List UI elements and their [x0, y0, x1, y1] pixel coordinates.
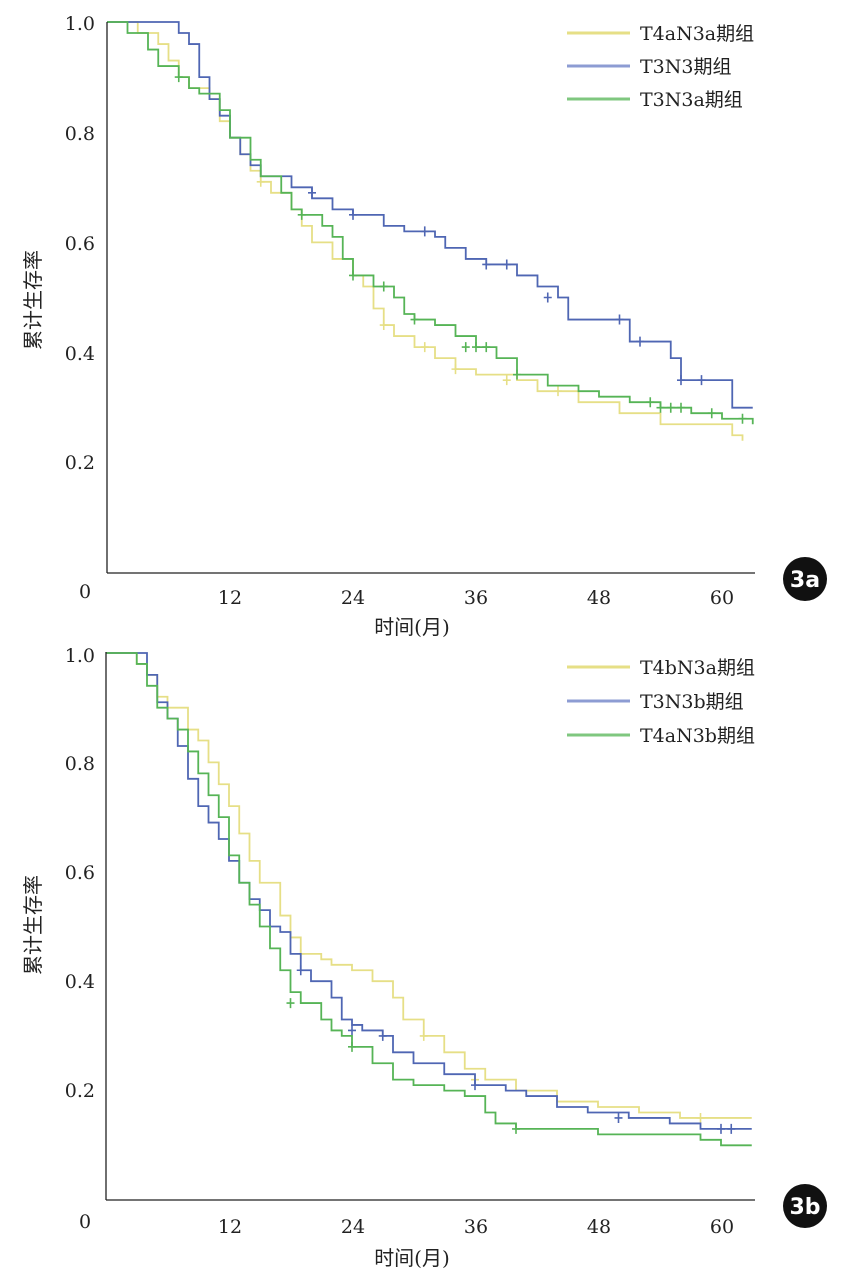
- y-tick-label-0.2-3a: 0.2: [65, 452, 95, 474]
- series-group-3b: [106, 652, 752, 1147]
- x-tick-label-24-3b: 24: [341, 1216, 365, 1238]
- y-tick-label-0.6-3a: 0.6: [65, 233, 95, 255]
- series-line-1-3a: [107, 21, 753, 409]
- censor-mark-2-14-3a: [738, 413, 747, 424]
- y-tick-label-1.0-3a: 1.0: [65, 13, 95, 35]
- censor-mark-1-2-3a: [420, 226, 429, 237]
- legend-label-2-3b: T4aN3b期组: [640, 725, 755, 747]
- panel-badge-circle-3b: [783, 1184, 827, 1228]
- panel-badge-label-3a: 3a: [790, 568, 820, 593]
- x-tick-label-36-3a: 36: [464, 587, 488, 609]
- x-axis-title-3a: 时间(月): [374, 615, 450, 639]
- censor-mark-2-1-3b: [348, 1041, 356, 1052]
- legend-label-1-3b: T3N3b期组: [640, 691, 744, 713]
- censor-mark-0-3-3a: [451, 364, 460, 375]
- legend-label-0-3a: T4aN3a期组: [640, 23, 754, 45]
- y-axis-title-3b: 累计生存率: [21, 875, 45, 975]
- y-axis-title-3a: 累计生存率: [21, 250, 45, 350]
- series-line-1-3b: [106, 652, 752, 1130]
- y-tick-label-0.4-3a: 0.4: [65, 343, 95, 365]
- censor-mark-2-8-3a: [513, 369, 521, 380]
- censor-mark-0-0-3a: [256, 176, 265, 187]
- y-tick-label-0.4-3b: 0.4: [65, 971, 95, 993]
- censor-mark-1-1-3a: [349, 209, 357, 220]
- series-line-0-3b: [106, 652, 752, 1119]
- x-tick-label-60-3a: 60: [710, 587, 734, 609]
- censor-mark-2-13-3a: [707, 408, 716, 419]
- legend-3a: T4aN3a期组 T3N3期组 T3N3a期组: [567, 23, 754, 111]
- x-tick-label-12-3a: 12: [218, 587, 242, 609]
- x-tick-label-12-3b: 12: [218, 1216, 242, 1238]
- chart-panel-3a: 1.0 0.8 0.6 0.4 0.2 0 12 24 36 48 60 时间(…: [21, 13, 827, 639]
- panel-badge-circle-3a: [783, 557, 827, 601]
- x-axis-title-3b: 时间(月): [374, 1246, 450, 1270]
- x-tick-label-48-3a: 48: [587, 587, 611, 609]
- censor-mark-1-6-3a: [615, 314, 624, 325]
- censor-mark-1-5-3b: [717, 1123, 725, 1134]
- censor-mark-0-1-3b: [419, 1030, 428, 1041]
- censor-mark-1-2-3b: [378, 1030, 387, 1041]
- censor-mark-0-2-3a: [420, 342, 429, 353]
- series-line-2-3a: [107, 21, 754, 425]
- y-tick-label-1.0-3b: 1.0: [65, 645, 95, 667]
- censor-mark-0-4-3a: [502, 375, 511, 386]
- censor-mark-1-1-3b: [348, 1025, 356, 1036]
- legend-label-1-3a: T3N3期组: [640, 56, 731, 78]
- censor-mark-1-5-3a: [543, 292, 552, 303]
- censor-mark-2-3-3a: [379, 281, 388, 292]
- censor-mark-1-0-3b: [296, 965, 305, 976]
- censor-mark-2-1-3a: [297, 209, 306, 220]
- y-tick-label-0.8-3a: 0.8: [65, 123, 95, 145]
- x-tick-label-48-3b: 48: [587, 1216, 611, 1238]
- censor-mark-2-2-3a: [349, 270, 357, 281]
- y-tick-label-0.6-3b: 0.6: [65, 862, 95, 884]
- panel-badge-3b: 3b: [783, 1184, 827, 1228]
- legend-3b: T4bN3a期组 T3N3b期组 T4aN3b期组: [567, 657, 755, 747]
- x-tick-label-0-3a: 0: [79, 581, 91, 603]
- series-line-2-3b: [106, 652, 752, 1147]
- censor-mark-1-4-3b: [614, 1112, 623, 1123]
- panel-badge-label-3b: 3b: [789, 1195, 820, 1220]
- censor-mark-2-0-3b: [286, 998, 295, 1009]
- x-tick-label-24-3a: 24: [341, 587, 365, 609]
- censor-mark-0-3-3b: [696, 1112, 705, 1123]
- chart-panel-3b: 1.0 0.8 0.6 0.4 0.2 0 12 24 36 48 60 时间(…: [21, 645, 827, 1270]
- censor-mark-1-4-3a: [502, 259, 511, 270]
- y-tick-label-0.2-3b: 0.2: [65, 1080, 95, 1102]
- censor-mark-1-6-3b: [727, 1123, 736, 1134]
- censor-mark-2-2-3b: [512, 1123, 520, 1134]
- plot-area-3a: [106, 21, 755, 574]
- censor-mark-2-10-3a: [656, 402, 665, 413]
- x-tick-label-60-3b: 60: [710, 1216, 734, 1238]
- panel-badge-3a: 3a: [783, 557, 827, 601]
- censor-mark-2-7-3a: [482, 342, 491, 353]
- legend-label-0-3b: T4bN3a期组: [640, 657, 755, 679]
- censor-mark-2-11-3a: [666, 402, 675, 413]
- censor-mark-1-7-3a: [636, 336, 644, 347]
- censor-mark-1-9-3a: [697, 375, 706, 386]
- censor-mark-2-5-3a: [461, 342, 470, 353]
- plot-area-3b: [105, 652, 755, 1201]
- series-group-3a: [107, 21, 754, 441]
- censor-mark-2-9-3a: [646, 397, 655, 408]
- censor-mark-1-8-3a: [677, 375, 685, 386]
- censor-mark-2-0-3a: [174, 72, 183, 83]
- y-tick-label-0.8-3b: 0.8: [65, 753, 95, 775]
- censor-mark-2-12-3a: [677, 402, 685, 413]
- censor-mark-2-6-3a: [472, 342, 480, 353]
- censor-mark-1-3-3b: [471, 1080, 479, 1091]
- censor-mark-1-3-3a: [482, 259, 491, 270]
- censor-mark-1-0-3a: [308, 187, 316, 198]
- censor-mark-0-5-3a: [554, 386, 562, 397]
- x-tick-label-36-3b: 36: [464, 1216, 488, 1238]
- censor-mark-2-4-3a: [410, 314, 419, 325]
- censor-mark-0-1-3a: [379, 320, 388, 331]
- x-tick-label-0-3b: 0: [79, 1211, 91, 1233]
- legend-label-2-3a: T3N3a期组: [640, 89, 743, 111]
